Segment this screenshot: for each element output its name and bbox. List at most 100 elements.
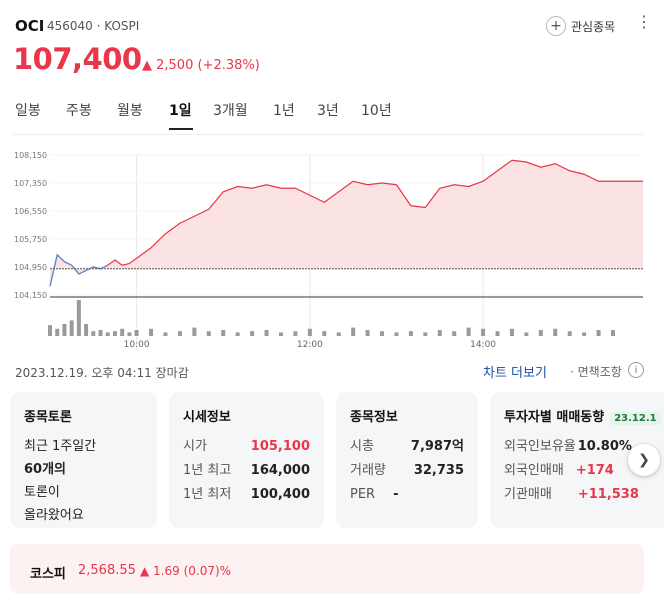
- price-area-tail: [613, 181, 643, 269]
- info-icon[interactable]: i: [628, 362, 644, 378]
- row-label: 외국인매매: [504, 463, 564, 478]
- price-change: ▲ 2,500 (+2.38%): [142, 58, 260, 73]
- discussion-summary: 최근 1주일간 60개의 토론이 올라왔어요: [24, 435, 143, 527]
- volume-bar: [278, 332, 283, 336]
- row-value: 7,987억: [410, 439, 464, 454]
- y-tick-label: 104,150: [14, 291, 47, 300]
- volume-bar: [235, 332, 240, 336]
- chart-more-link[interactable]: 차트 더보기: [483, 366, 547, 381]
- x-tick-label: 12:00: [297, 340, 323, 350]
- volume-bar: [596, 330, 601, 336]
- tab-3years[interactable]: 3년: [317, 103, 339, 119]
- volume-bar: [69, 320, 74, 336]
- tab-monthly[interactable]: 월봉: [117, 103, 143, 119]
- volume-bar: [509, 328, 514, 336]
- volume-bar: [84, 324, 89, 336]
- volume-bar: [221, 330, 226, 336]
- volume-bar: [163, 332, 168, 336]
- row-label: 1년 최저: [183, 487, 232, 502]
- volume-bar: [55, 328, 60, 336]
- card-discussion[interactable]: 종목토론 최근 1주일간 60개의 토론이 올라왔어요: [10, 392, 157, 528]
- active-tab-indicator: [169, 128, 193, 130]
- more-vertical-icon[interactable]: ⋮: [636, 12, 652, 31]
- premarket-line: [49, 253, 109, 287]
- volume-bar: [380, 331, 385, 336]
- volume-bar: [206, 331, 211, 336]
- volume-bar: [481, 328, 486, 336]
- card-title-text: 투자자별 매매동향: [504, 410, 605, 425]
- card-quote[interactable]: 시세정보 시가 105,100 1년 최고 164,000 1년 최저 100,…: [169, 392, 324, 528]
- volume-bar: [408, 331, 413, 336]
- volume-bar: [582, 332, 587, 336]
- row-value: +174: [575, 463, 614, 478]
- tab-1year[interactable]: 1년: [273, 103, 295, 119]
- disclaimer-link[interactable]: · 면책조항: [570, 365, 622, 379]
- discussion-line: 올라왔어요: [24, 508, 84, 523]
- quote-row: 1년 최고 164,000: [183, 459, 310, 483]
- volume-bar: [48, 325, 52, 336]
- row-label: 1년 최고: [183, 463, 232, 478]
- chevron-right-icon[interactable]: ❯: [628, 444, 660, 476]
- volume-bar: [76, 300, 81, 336]
- price-area: [50, 160, 613, 287]
- price-chart[interactable]: 108,150 107,350 106,550 105,750 104,950 104,1…: [0, 145, 664, 350]
- add-watchlist-button[interactable]: + 관심종목: [546, 14, 615, 38]
- watchlist-label: 관심종목: [571, 19, 616, 34]
- row-value: 32,735: [413, 463, 464, 478]
- tab-1day[interactable]: 1일: [169, 103, 192, 119]
- volume-bar: [120, 328, 125, 336]
- investor-row: 외국인보유율 10.80%: [504, 435, 650, 459]
- date-badge: 23.12.1: [610, 412, 661, 425]
- index-change: ▲ 1.69 (0.07)%: [140, 564, 232, 578]
- row-value: -: [393, 487, 399, 502]
- y-tick-label: 106,550: [14, 207, 47, 216]
- stock-name: OCI: [15, 17, 45, 35]
- volume-bar: [250, 331, 255, 336]
- volume-bar: [567, 331, 572, 336]
- row-label: 기관매매: [504, 487, 552, 502]
- tab-3months[interactable]: 3개월: [213, 103, 248, 119]
- quote-row: 시가 105,100: [183, 435, 310, 459]
- volume-bar: [365, 330, 370, 336]
- tab-weekly[interactable]: 주봉: [66, 103, 92, 119]
- card-title: 시세정보: [183, 410, 231, 425]
- card-info[interactable]: 종목정보 시총 7,987억 거래량 32,735 PER -: [336, 392, 478, 528]
- volume-bar: [177, 331, 182, 336]
- index-bar[interactable]: [10, 544, 644, 594]
- investor-row: 기관매매 +11,538: [504, 483, 650, 507]
- row-value: 10.80%: [577, 439, 632, 454]
- row-label: 거래량: [350, 463, 386, 478]
- y-tick-label: 105,750: [14, 235, 47, 244]
- row-label: 시가: [183, 439, 207, 454]
- volume-bar: [293, 331, 298, 336]
- volume-bar: [524, 332, 529, 336]
- volume-bar: [452, 331, 457, 336]
- index-value: 2,568.55: [78, 563, 136, 578]
- volume-bar: [127, 332, 132, 336]
- tab-10years[interactable]: 10년: [361, 103, 392, 119]
- volume-bar: [91, 331, 96, 336]
- discussion-count: 60개의: [24, 462, 67, 477]
- tab-daily[interactable]: 일봉: [15, 103, 41, 119]
- row-label: 외국인보유율: [504, 439, 576, 454]
- discussion-line: 최근 1주일간: [24, 439, 97, 454]
- stock-code: 456040 · KOSPI: [47, 19, 140, 33]
- tab-divider: [13, 134, 643, 135]
- volume-bar: [112, 331, 117, 336]
- card-investor[interactable]: 투자자별 매매동향 23.12.1 외국인보유율 10.80% 외국인매매 +17…: [490, 392, 664, 528]
- volume-bar: [466, 327, 471, 336]
- row-value: 164,000: [250, 463, 310, 478]
- card-title: 종목토론: [24, 410, 72, 425]
- volume-bar: [351, 327, 356, 336]
- market-timestamp: 2023.12.19. 오후 04:11 장마감: [15, 366, 189, 380]
- row-value: 105,100: [250, 439, 310, 454]
- row-label: 시총: [350, 439, 374, 454]
- y-tick-label: 108,150: [14, 151, 47, 160]
- volume-bar: [264, 330, 269, 336]
- card-title: 종목정보: [350, 410, 398, 425]
- volume-bar: [134, 330, 139, 336]
- volume-bar: [98, 330, 103, 336]
- volume-bar: [192, 327, 197, 336]
- y-tick-label: 107,350: [14, 179, 47, 188]
- volume-bar: [149, 328, 154, 336]
